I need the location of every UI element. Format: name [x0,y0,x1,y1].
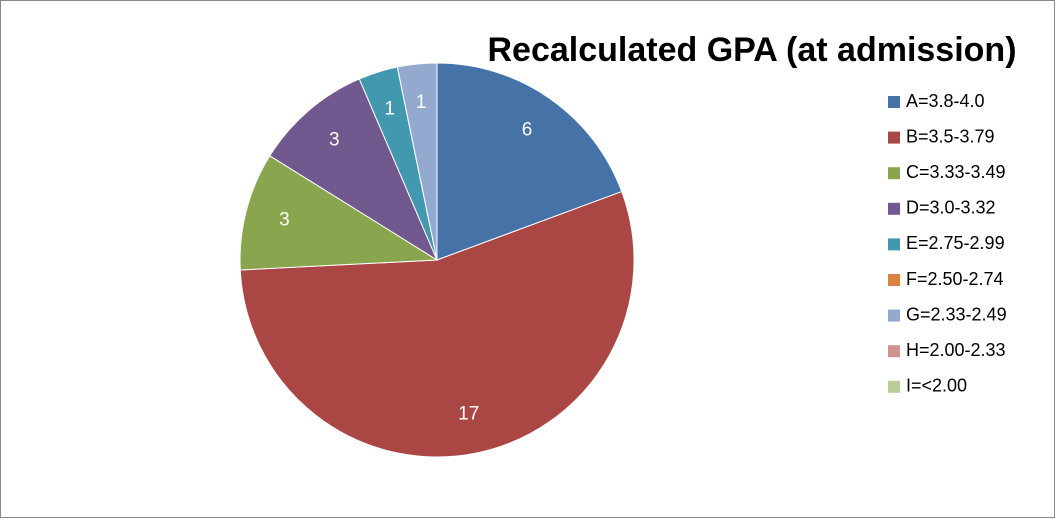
legend-swatch [888,274,900,286]
legend-label: G=2.33-2.49 [906,304,1007,324]
legend-label: I=<2.00 [906,376,967,396]
legend-swatch [888,131,900,144]
data-label: 6 [522,120,533,141]
legend-label: A=3.8-4.0 [906,91,985,111]
pie-slice [436,62,623,261]
data-label: 1 [385,99,396,120]
legend-swatch [888,96,900,108]
pie-slice [269,78,439,262]
legend-swatch [888,238,900,251]
chart-title: Recalculated GPA (at admission) [487,31,1016,69]
legend-label: H=2.00-2.33 [906,340,1006,360]
data-label: 3 [329,129,340,150]
legend-label: F=2.50-2.74 [906,269,1004,289]
legend-label: E=2.75-2.99 [906,233,1005,253]
data-label: 1 [416,92,427,113]
legend-label: B=3.5-3.79 [906,126,995,146]
legend-swatch [888,345,900,358]
legend-swatch [888,202,900,215]
legend-swatch [888,380,900,393]
legend-label: C=3.33-3.49 [906,162,1006,182]
pie-slice [239,190,635,458]
legend-swatch [888,309,900,322]
data-label: 3 [279,210,290,231]
data-label: 17 [458,403,479,424]
legend-swatch [888,167,900,180]
pie-slice [239,155,439,271]
legend-label: D=3.0-3.32 [906,198,996,218]
